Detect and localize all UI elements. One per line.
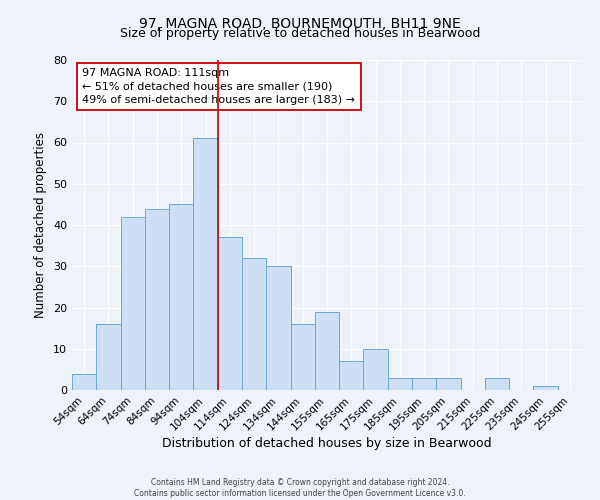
- Bar: [315, 312, 339, 390]
- Y-axis label: Number of detached properties: Number of detached properties: [34, 132, 47, 318]
- Bar: [72, 374, 96, 390]
- Bar: [96, 324, 121, 390]
- Text: 97 MAGNA ROAD: 111sqm
← 51% of detached houses are smaller (190)
49% of semi-det: 97 MAGNA ROAD: 111sqm ← 51% of detached …: [82, 68, 355, 104]
- Bar: [290, 324, 315, 390]
- Bar: [193, 138, 218, 390]
- Bar: [266, 266, 290, 390]
- Bar: [145, 208, 169, 390]
- Bar: [485, 378, 509, 390]
- Bar: [533, 386, 558, 390]
- Bar: [436, 378, 461, 390]
- X-axis label: Distribution of detached houses by size in Bearwood: Distribution of detached houses by size …: [162, 438, 492, 450]
- Bar: [121, 217, 145, 390]
- Bar: [388, 378, 412, 390]
- Bar: [169, 204, 193, 390]
- Text: Contains HM Land Registry data © Crown copyright and database right 2024.
Contai: Contains HM Land Registry data © Crown c…: [134, 478, 466, 498]
- Bar: [242, 258, 266, 390]
- Text: Size of property relative to detached houses in Bearwood: Size of property relative to detached ho…: [120, 28, 480, 40]
- Bar: [412, 378, 436, 390]
- Text: 97, MAGNA ROAD, BOURNEMOUTH, BH11 9NE: 97, MAGNA ROAD, BOURNEMOUTH, BH11 9NE: [139, 18, 461, 32]
- Bar: [339, 361, 364, 390]
- Bar: [218, 238, 242, 390]
- Bar: [364, 349, 388, 390]
